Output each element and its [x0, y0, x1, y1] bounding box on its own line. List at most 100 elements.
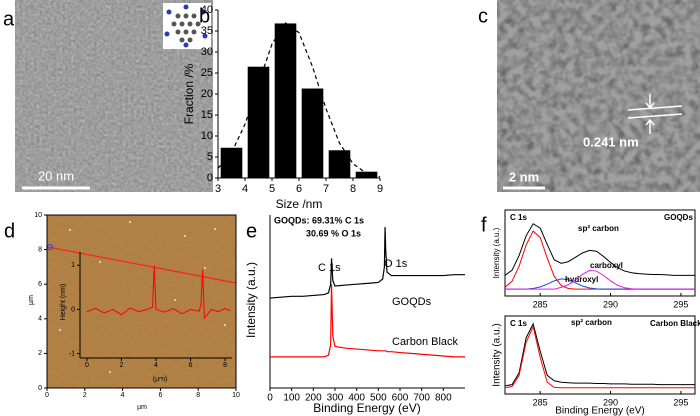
- x-axis-label: Size /nm: [276, 197, 323, 211]
- plot-frame: [504, 209, 696, 297]
- x-tick-label: 7: [323, 183, 329, 195]
- y-tick-label: 5: [207, 151, 213, 163]
- line-series: [505, 278, 695, 290]
- x-tick-label: 290: [603, 299, 618, 309]
- series-label: hydroxyl: [565, 275, 598, 284]
- x-axis-label: Binding Energy (eV): [313, 401, 420, 415]
- y-tick-label: 0: [71, 306, 75, 313]
- y-tick-label: 35: [201, 25, 213, 37]
- x-tick-label: 0: [267, 393, 273, 404]
- y-tick-label: 1: [71, 262, 75, 269]
- panel-label: c: [478, 5, 488, 27]
- annotation: C 1s: [510, 213, 527, 222]
- y-tick-label: 10: [201, 130, 213, 142]
- series-label: carboxyl: [590, 261, 623, 270]
- panel-label: f: [481, 214, 487, 236]
- x-tick-label: 8: [350, 183, 356, 195]
- y-tick-label: 40: [201, 4, 213, 16]
- panel-label: d: [4, 220, 15, 242]
- panel-label: e: [246, 220, 257, 242]
- bar: [301, 88, 324, 178]
- x-tick-label: 9: [377, 183, 383, 195]
- annotation: O 1s: [384, 258, 408, 270]
- x-axis-label: µm: [137, 404, 147, 411]
- molecule-inset: [163, 3, 211, 49]
- x-tick-label: 6: [158, 392, 162, 399]
- y-tick-label: 4: [38, 316, 42, 323]
- series-label: sp² carbon: [578, 224, 619, 233]
- x-tick-label: 4: [121, 392, 125, 399]
- x-tick-label: 0: [45, 392, 49, 399]
- annotation: GOQDs: [664, 213, 693, 222]
- lattice-label: 0.241 nm: [583, 134, 639, 149]
- annotation: C 1s: [318, 262, 341, 274]
- x-tick-label: 290: [603, 397, 618, 407]
- y-tick-label: 10: [34, 212, 42, 219]
- x-tick-label: 6: [189, 362, 193, 369]
- line-series: [504, 322, 695, 387]
- x-tick-label: 2: [120, 362, 124, 369]
- x-tick-label: 295: [673, 299, 688, 309]
- plot-frame: [46, 214, 237, 389]
- scale-label: 2 nm: [509, 169, 539, 184]
- series-label: GOQDs: [392, 296, 432, 308]
- y-tick-label: 15: [201, 109, 213, 121]
- x-tick-label: 5: [269, 183, 275, 195]
- y-tick-label: 25: [201, 67, 213, 79]
- y-tick-label: 0: [207, 172, 213, 184]
- line-series: [504, 325, 695, 389]
- annotation: C 1s: [510, 319, 527, 328]
- annotation: Carbon Black: [650, 319, 700, 328]
- x-tick-label: 2: [83, 392, 87, 399]
- y-axis-label: Intensity (a.u.): [492, 323, 503, 386]
- x-tick-label: 295: [673, 397, 688, 407]
- y-tick-label: 8: [38, 246, 42, 253]
- x-tick-label: 8: [223, 362, 227, 369]
- series-label: Carbon Black: [392, 336, 459, 348]
- x-tick-label: 500: [370, 393, 387, 404]
- x-tick-label: 3: [215, 183, 221, 195]
- y-axis-label: µm: [28, 295, 35, 305]
- annotation: 30.69 % O 1s: [306, 228, 361, 238]
- y-tick-label: 30: [201, 46, 213, 58]
- bar: [274, 23, 297, 178]
- x-tick-label: 4: [242, 183, 248, 195]
- x-axis-label: (µm): [153, 376, 168, 383]
- y-tick-label: 2: [38, 350, 42, 357]
- x-tick-label: 100: [283, 393, 300, 404]
- panel-label: b: [199, 5, 210, 27]
- scan-line: [47, 246, 237, 284]
- x-tick-label: 700: [413, 393, 430, 404]
- x-tick-label: 300: [327, 393, 344, 404]
- line-series: [504, 230, 695, 290]
- series-label: sp² carbon: [571, 318, 612, 327]
- y-tick-label: 20: [201, 88, 213, 100]
- afm-texture: [47, 215, 236, 388]
- x-tick-label: 800: [435, 393, 452, 404]
- x-tick-label: 4: [154, 362, 158, 369]
- y-tick-label: 0: [38, 385, 42, 392]
- bar: [355, 171, 378, 178]
- bar: [220, 147, 243, 178]
- y-tick-label: 6: [38, 281, 42, 288]
- bar: [247, 66, 270, 178]
- x-tick-label: 200: [305, 393, 322, 404]
- line-series: [504, 223, 695, 276]
- y-axis-label: Intensity (a.u.): [244, 262, 258, 338]
- y-tick-label: -1: [69, 350, 75, 357]
- x-tick-label: 10: [232, 392, 240, 399]
- lattice-marker: [627, 94, 683, 134]
- line-series: [217, 22, 381, 178]
- y-axis-label: Fraction /%: [182, 63, 196, 124]
- line-series: [270, 284, 465, 358]
- x-tick-label: 6: [296, 183, 302, 195]
- scale-label: 20 nm: [38, 168, 74, 183]
- x-tick-label: 8: [196, 392, 200, 399]
- x-tick-label: 285: [533, 397, 548, 407]
- bar: [328, 150, 351, 178]
- x-tick-label: 600: [392, 393, 409, 404]
- line-series: [269, 227, 465, 299]
- panel-label: a: [3, 8, 15, 30]
- hrtem-texture: [497, 0, 700, 192]
